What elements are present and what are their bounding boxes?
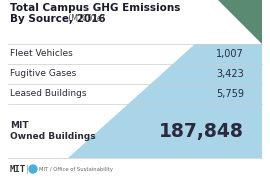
- Text: MIT / Office of Sustainability: MIT / Office of Sustainability: [39, 166, 113, 172]
- Polygon shape: [68, 44, 262, 158]
- Text: 5,759: 5,759: [216, 89, 244, 99]
- Text: 187,848: 187,848: [159, 122, 244, 141]
- Text: MIT
Owned Buildings: MIT Owned Buildings: [10, 121, 96, 141]
- Text: MIT: MIT: [10, 165, 26, 174]
- Text: Leased Buildings: Leased Buildings: [10, 89, 86, 98]
- Text: By Source, 2016: By Source, 2016: [10, 14, 106, 24]
- Circle shape: [29, 165, 37, 173]
- Text: Fleet Vehicles: Fleet Vehicles: [10, 50, 73, 59]
- Text: Fugitive Gases: Fugitive Gases: [10, 69, 76, 78]
- Text: Total Campus GHG Emissions: Total Campus GHG Emissions: [10, 3, 180, 13]
- Polygon shape: [218, 0, 262, 44]
- Text: (MTC02e): (MTC02e): [66, 14, 105, 23]
- Text: 1,007: 1,007: [216, 49, 244, 59]
- Text: 3,423: 3,423: [216, 69, 244, 79]
